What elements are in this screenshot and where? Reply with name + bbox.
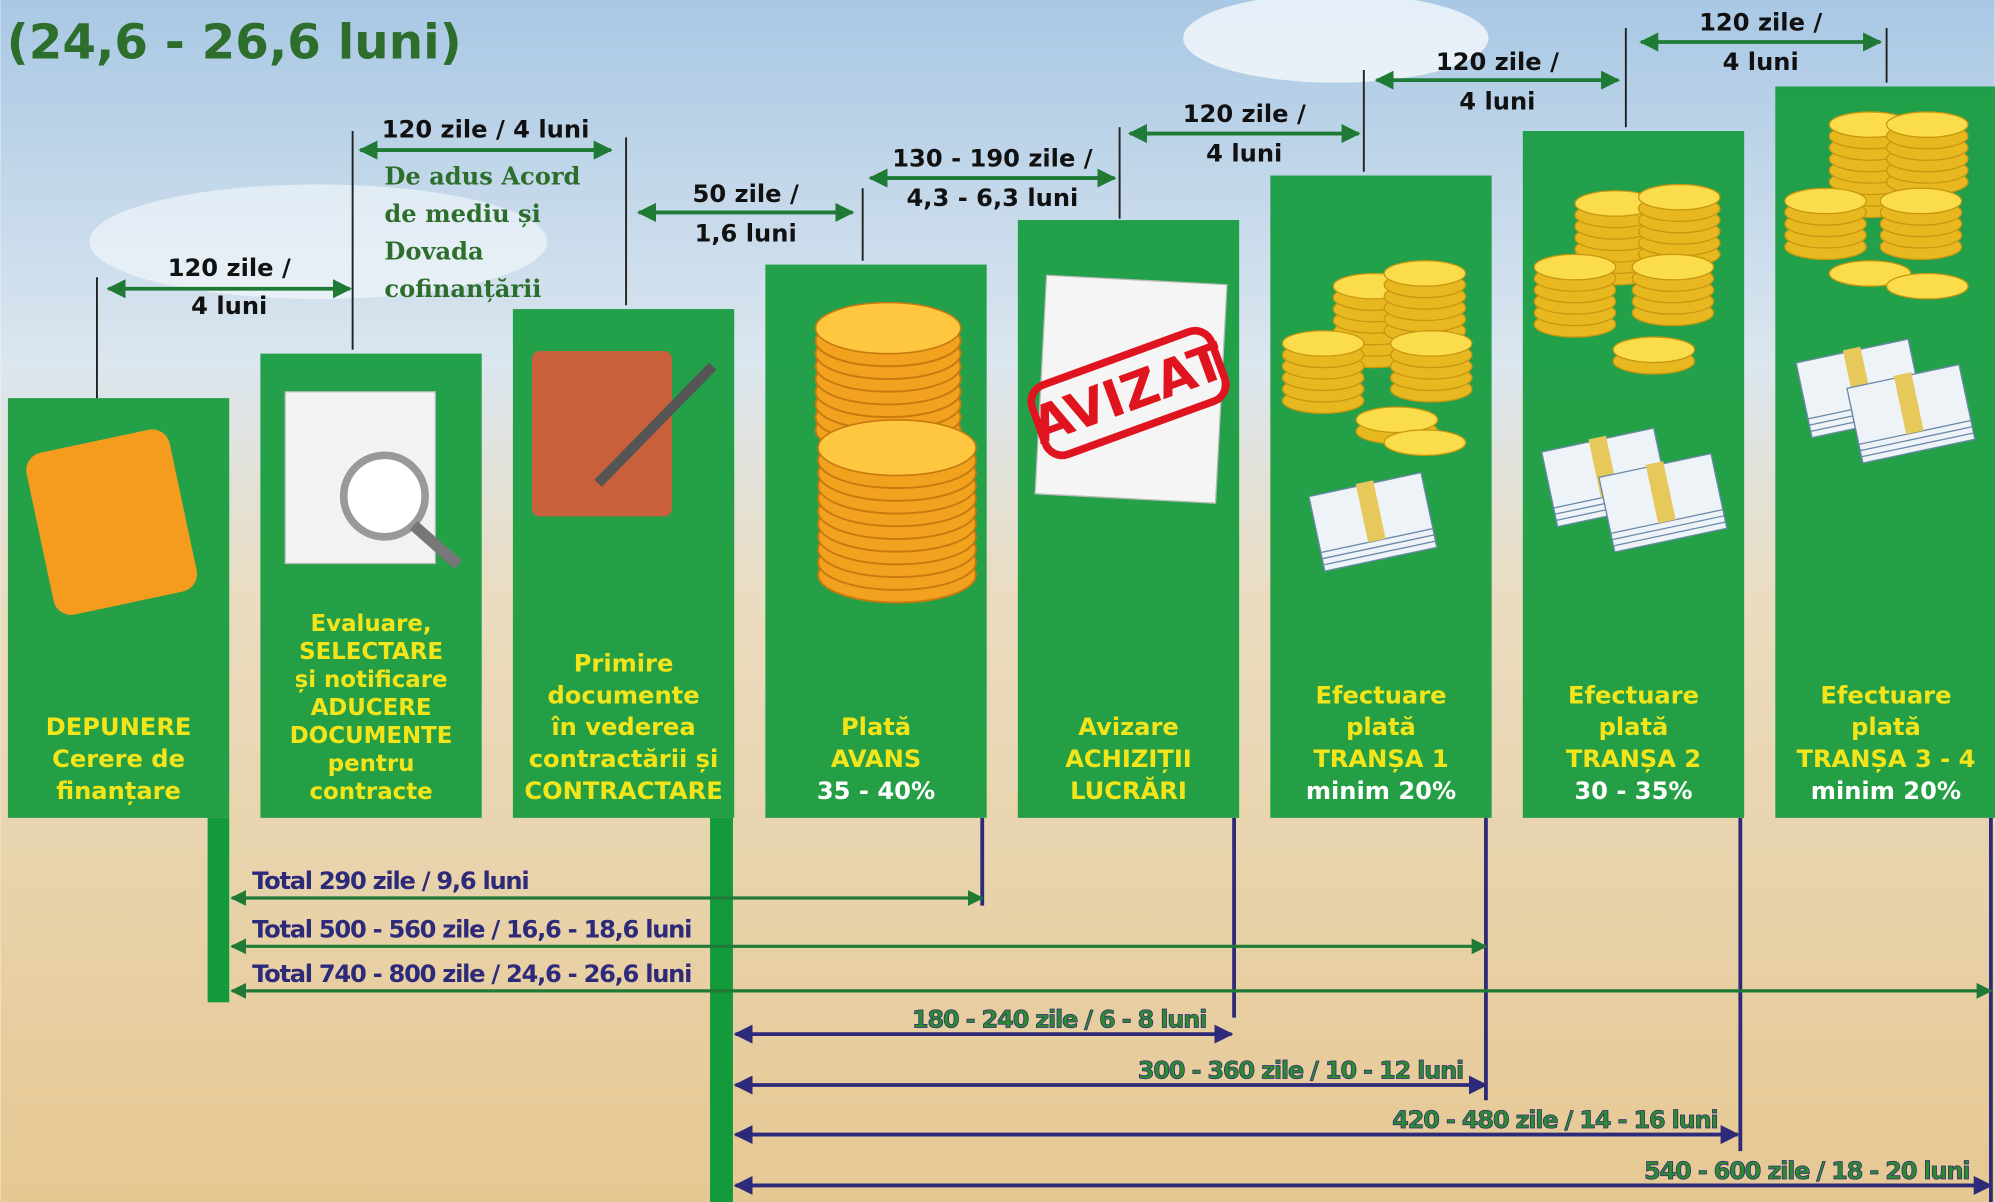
coin (1534, 254, 1615, 279)
range-label: 300 - 360 zile / 10 - 12 luni (1138, 1057, 1463, 1085)
step-label: TRANȘA 1 (1313, 745, 1448, 773)
step-label: finanțare (56, 777, 181, 805)
timeline-strip (710, 818, 733, 1202)
coin (816, 303, 961, 354)
note-text: Dovada (384, 236, 484, 265)
infographic: (24,6 - 26,6 luni) DEPUNERE Cerere de fina… (0, 0, 1995, 1202)
coin (1880, 188, 1961, 213)
step-label: Efectuare (1820, 681, 1951, 709)
coin (1887, 273, 1968, 298)
step-label: 35 - 40% (817, 777, 935, 805)
step-label: LUCRĂRI (1070, 775, 1187, 805)
step-label: Efectuare (1568, 681, 1699, 709)
step-label: în vederea (550, 713, 695, 741)
step-label: Primire (574, 650, 674, 678)
interval-label: 4 luni (1459, 87, 1535, 115)
interval-label: 50 zile / (693, 180, 799, 208)
interval-label: 4 luni (1206, 140, 1282, 168)
step-label: SELECTARE (299, 639, 443, 665)
total-label: Total 500 - 560 zile / 16,6 - 18,6 luni (252, 915, 691, 943)
note-text: cofinanțării (384, 274, 541, 303)
interval-label: 120 zile / (1183, 100, 1306, 128)
coin (1384, 430, 1465, 455)
coin (818, 420, 976, 475)
coin (1887, 112, 1968, 137)
note-text: De adus Acord (384, 161, 580, 190)
step-label: Efectuare (1315, 681, 1446, 709)
step-label: 30 - 35% (1574, 777, 1692, 805)
note-text: de mediu și (384, 199, 540, 228)
coin (1356, 407, 1437, 432)
step-label: plată (1346, 713, 1416, 741)
step-label: DEPUNERE (46, 713, 192, 741)
interval-label: 4,3 - 6,3 luni (907, 184, 1079, 212)
interval-label: 120 zile / (1699, 9, 1822, 37)
page: (24,6 - 26,6 luni) DEPUNERE Cerere de fina… (0, 0, 1995, 1202)
step-label: contracte (309, 779, 432, 805)
step-label: contractării și (529, 745, 719, 773)
range-label: 420 - 480 zile / 14 - 16 luni (1392, 1106, 1717, 1134)
step-label: Avizare (1078, 713, 1179, 741)
step-label: plată (1599, 713, 1669, 741)
interval-label: 120 zile / (1436, 48, 1559, 76)
timeline-strip (208, 818, 230, 1002)
interval-label: 120 zile / (168, 254, 291, 282)
coin (1391, 331, 1472, 356)
step-label: AVANS (831, 745, 921, 773)
range-label: 180 - 240 zile / 6 - 8 luni (912, 1006, 1206, 1034)
interval-label: 4 luni (1723, 48, 1799, 76)
step-label: documente (547, 681, 699, 709)
coin (1632, 254, 1713, 279)
step-label: CONTRACTARE (524, 777, 722, 805)
magnifier-icon (344, 455, 425, 536)
interval-label: 4 luni (191, 292, 267, 320)
step-label: pentru (328, 751, 415, 777)
step-label: Cerere de (52, 745, 185, 773)
step-label: și notificare (295, 667, 448, 693)
step-label: TRANȘA 3 - 4 (1796, 745, 1975, 773)
coin (1613, 337, 1694, 362)
coin (1639, 184, 1720, 209)
step-label: TRANȘA 2 (1566, 745, 1701, 773)
interval-label: 130 - 190 zile / (892, 145, 1093, 173)
coin (1384, 261, 1465, 286)
coin (1785, 188, 1866, 213)
step-label: Plată (841, 713, 911, 741)
title: (24,6 - 26,6 luni) (7, 15, 462, 71)
interval-label: 120 zile / 4 luni (382, 115, 590, 143)
total-label: Total 740 - 800 zile / 24,6 - 26,6 luni (252, 960, 691, 988)
range-label: 540 - 600 zile / 18 - 20 luni (1644, 1157, 1969, 1185)
step-label: plată (1851, 713, 1921, 741)
coin (1282, 331, 1363, 356)
step-label: DOCUMENTE (290, 723, 453, 749)
step-label: ACHIZIȚII (1065, 745, 1192, 773)
step-label: minim 20% (1811, 777, 1961, 805)
total-label: Total 290 zile / 9,6 luni (252, 867, 528, 895)
step-label: minim 20% (1306, 777, 1456, 805)
step-label: Evaluare, (311, 611, 432, 637)
step-label: ADUCERE (311, 695, 432, 721)
interval-label: 1,6 luni (695, 220, 797, 248)
